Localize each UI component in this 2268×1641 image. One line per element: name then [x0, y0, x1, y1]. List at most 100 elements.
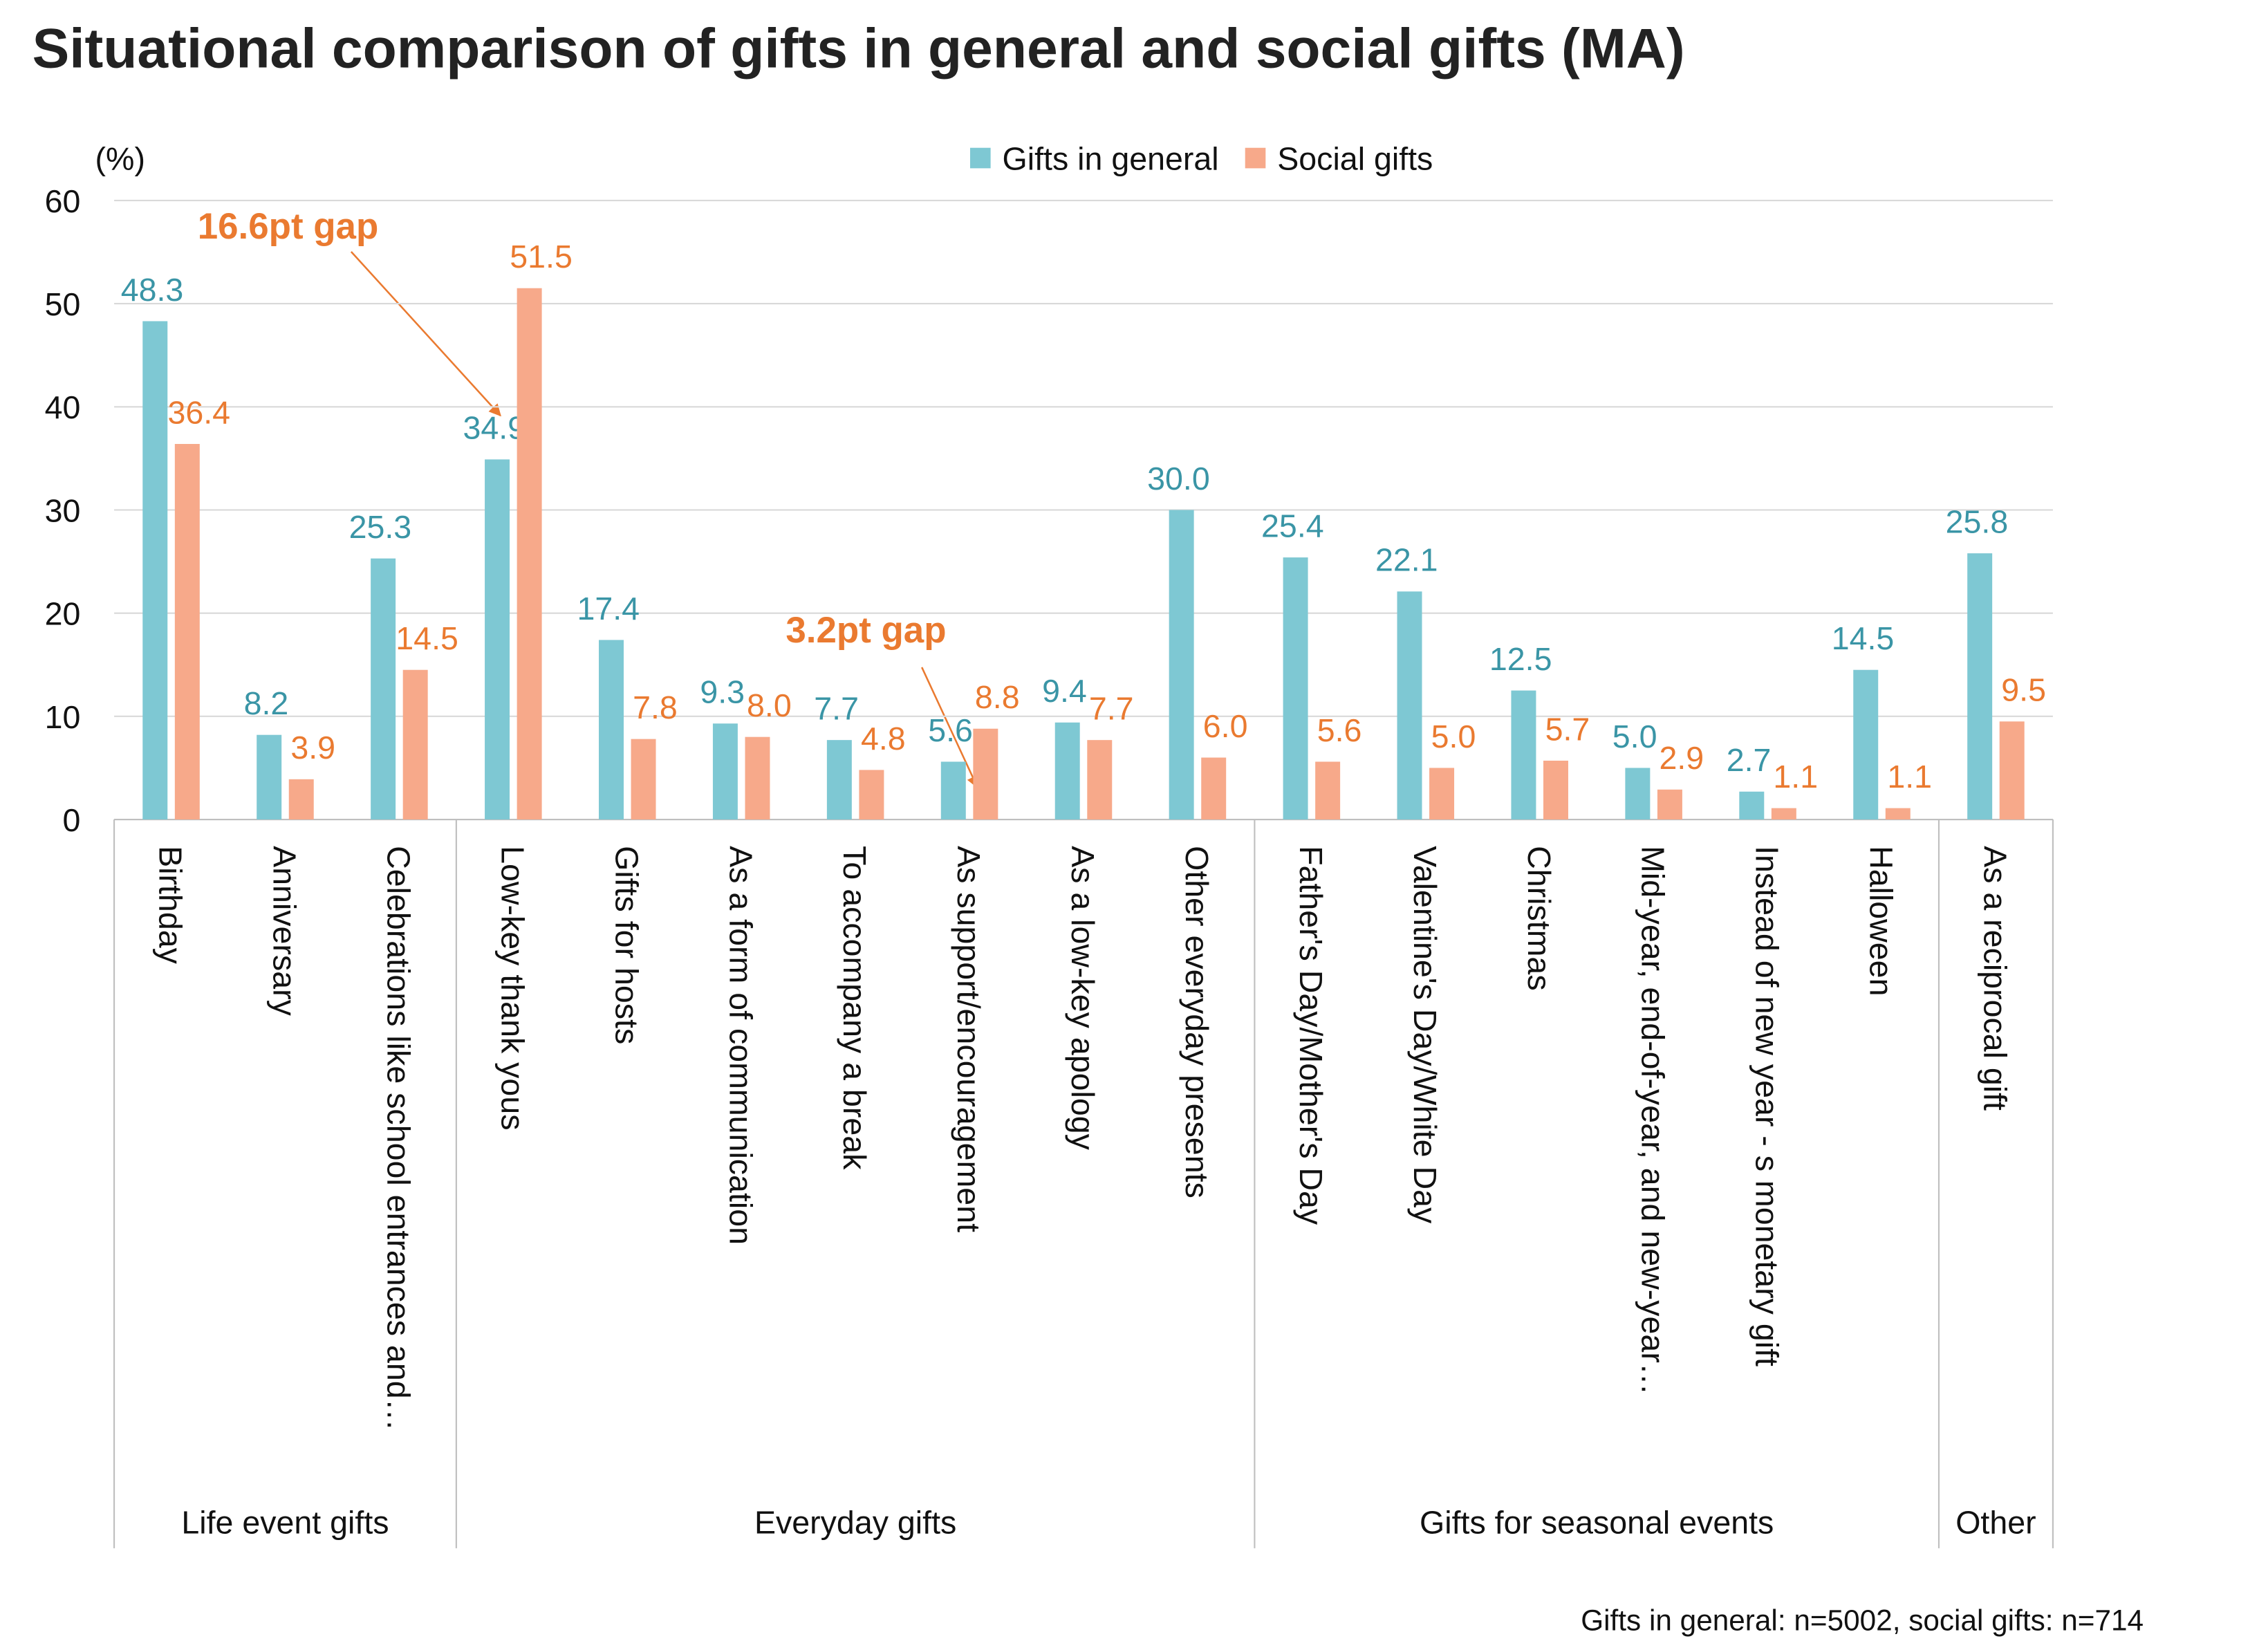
bar: [745, 736, 770, 820]
x-tick-label: As a low-key apology: [1065, 846, 1101, 1151]
data-label: 7.8: [633, 689, 678, 725]
bar: [402, 669, 428, 820]
bar: [485, 459, 510, 820]
data-label: 2.9: [1659, 740, 1704, 776]
x-tick-label: Father's Day/Mother's Day: [1293, 846, 1329, 1225]
data-label: 3.9: [290, 730, 335, 766]
bar: [1511, 690, 1536, 820]
data-label: 5.0: [1431, 718, 1476, 754]
bar: [1853, 669, 1879, 820]
bar: [517, 288, 542, 820]
bar: [599, 640, 624, 820]
data-label: 14.5: [1832, 620, 1895, 656]
x-tick-label: Mid-year, end-of-year, and new-year…: [1635, 846, 1671, 1395]
data-label: 22.1: [1375, 542, 1438, 578]
x-tick-label: Low-key thank yous: [494, 846, 530, 1130]
data-label: 8.0: [747, 687, 792, 723]
data-label: 14.5: [396, 620, 458, 656]
bar: [1283, 557, 1308, 820]
data-label: 6.0: [1203, 708, 1248, 744]
data-label: 5.6: [928, 712, 973, 748]
bar: [1967, 553, 1993, 820]
bar: [1543, 760, 1568, 820]
bar: [1201, 757, 1227, 820]
x-tick-label: Instead of new year - s monetary gift: [1749, 846, 1785, 1366]
data-label: 36.4: [167, 394, 230, 430]
x-tick-label: Christmas: [1521, 846, 1557, 990]
bar: [712, 723, 738, 820]
data-label: 12.5: [1489, 641, 1552, 677]
x-tick-label: As a form of communication: [723, 846, 759, 1245]
legend-swatch: [1245, 147, 1266, 169]
annotation-arrow: [350, 251, 501, 417]
x-tick-label: Valentine's Day/White Day: [1407, 846, 1443, 1224]
bar: [1397, 591, 1422, 820]
legend-label: Social gifts: [1277, 140, 1433, 176]
data-label: 17.4: [577, 591, 640, 627]
data-label: 5.6: [1317, 712, 1362, 748]
data-label: 8.2: [244, 685, 289, 721]
annotation: 3.2pt gap: [786, 610, 946, 651]
data-label: 7.7: [1089, 691, 1134, 727]
bar: [1739, 791, 1765, 820]
bar: [1315, 761, 1341, 820]
x-tick-label: Celebrations like school entrances and…: [380, 846, 416, 1431]
data-label: 1.1: [1887, 759, 1932, 795]
bar: [1657, 789, 1682, 820]
data-label: 5.0: [1612, 718, 1657, 754]
bar: [940, 761, 966, 820]
y-tick-label: 30: [45, 492, 81, 528]
bar: [142, 321, 168, 820]
x-tick-label: Anniversary: [267, 846, 303, 1016]
annotation-arrow: [921, 667, 978, 789]
group-label: Other: [1955, 1505, 2036, 1541]
x-tick-label: To accompany a break: [837, 846, 873, 1170]
bar: [288, 779, 314, 820]
data-label: 25.4: [1261, 508, 1324, 544]
data-label: 25.3: [349, 509, 412, 545]
y-tick-label: 0: [63, 802, 81, 838]
note: Gifts in general: n=5002, social gifts: …: [1581, 1604, 2144, 1636]
data-label: 9.3: [700, 674, 745, 710]
data-label: 2.7: [1727, 742, 1772, 778]
legend-swatch: [969, 147, 991, 169]
legend-label: Gifts in general: [1003, 140, 1219, 176]
bar: [1885, 808, 1911, 820]
bar: [859, 770, 884, 820]
bar: [1999, 721, 2025, 820]
x-tick-label: Other everyday presents: [1179, 846, 1215, 1198]
data-label: 9.4: [1042, 673, 1087, 709]
data-label: 8.8: [975, 679, 1020, 715]
data-label: 25.8: [1946, 503, 2009, 539]
y-axis-label: (%): [95, 140, 145, 176]
bar: [257, 734, 282, 820]
bar: [1771, 808, 1796, 820]
x-tick-label: As support/encouragement: [951, 846, 987, 1232]
bar: [1087, 740, 1113, 820]
bar: [1169, 510, 1194, 820]
data-label: 7.7: [814, 691, 859, 727]
y-tick-label: 20: [45, 596, 81, 632]
data-label: 9.5: [2001, 672, 2046, 708]
y-tick-label: 10: [45, 699, 81, 735]
bar: [973, 728, 998, 820]
x-tick-label: As a reciprocal gift: [1978, 846, 2014, 1111]
group-label: Gifts for seasonal events: [1420, 1505, 1774, 1541]
bar: [1429, 768, 1455, 820]
bar: [1625, 768, 1651, 820]
bar: [826, 740, 852, 820]
y-tick-label: 50: [45, 286, 81, 322]
annotation: 16.6pt gap: [198, 206, 379, 247]
chart-title: Situational comparison of gifts in gener…: [32, 17, 1685, 80]
group-label: Everyday gifts: [754, 1505, 956, 1541]
x-tick-label: Halloween: [1863, 846, 1899, 996]
y-tick-label: 40: [45, 389, 81, 425]
data-label: 30.0: [1147, 461, 1210, 497]
data-label: 48.3: [121, 272, 184, 308]
y-tick-label: 60: [45, 183, 81, 219]
x-tick-label: Birthday: [153, 846, 189, 964]
data-label: 51.5: [510, 239, 573, 275]
bar: [371, 558, 396, 820]
